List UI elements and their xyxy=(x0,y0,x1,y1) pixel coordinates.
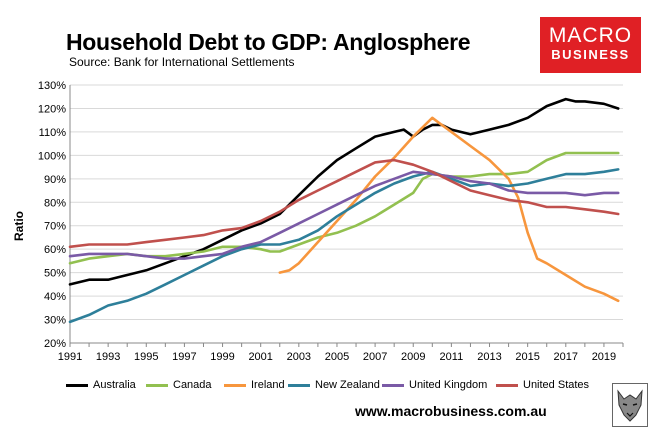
y-tick-label: 110% xyxy=(39,127,67,139)
series-line-ireland xyxy=(278,116,620,303)
series-line-united-kingdom xyxy=(68,170,620,260)
x-tick-label: 2013 xyxy=(477,351,501,363)
y-axis-ticks: 20% 30% 40% 50% 60% 70% 80% 90% 100% 110% 120% 130% xyxy=(38,80,66,350)
logo-line-2: BUSINESS xyxy=(551,47,630,62)
grid-lines xyxy=(69,84,623,344)
x-tick-label: 1999 xyxy=(210,351,234,363)
legend-item-united-kingdom: United Kingdom xyxy=(382,379,487,391)
legend: Australia Canada Ireland New Zealand United … xyxy=(66,379,626,395)
legend-swatch xyxy=(146,383,168,387)
x-tick-label: 2007 xyxy=(363,351,387,363)
legend-item-ireland: Ireland xyxy=(224,379,285,391)
chart-subtitle: Source: Bank for International Settlemen… xyxy=(69,55,295,69)
legend-label: New Zealand xyxy=(315,379,380,391)
legend-label: Canada xyxy=(173,379,212,391)
y-tick-label: 40% xyxy=(44,291,66,303)
x-tick-label: 2015 xyxy=(515,351,539,363)
y-tick-label: 90% xyxy=(44,174,66,186)
y-tick-label: 50% xyxy=(44,268,66,280)
y-tick-label: 120% xyxy=(38,103,66,115)
legend-label: Ireland xyxy=(251,379,285,391)
x-tick-label: 2005 xyxy=(325,351,349,363)
x-tick-label: 2001 xyxy=(248,351,272,363)
x-axis-ticks: 1991 1993 1995 1997 1999 2001 2003 2005 2007 2009… xyxy=(58,343,624,363)
legend-label: United States xyxy=(523,379,590,391)
legend-label: United Kingdom xyxy=(409,379,488,391)
x-tick-label: 2009 xyxy=(401,351,425,363)
y-tick-label: 130% xyxy=(38,80,66,92)
legend-item-australia: Australia xyxy=(66,379,136,391)
series-lines xyxy=(68,97,620,324)
website-url[interactable]: www.macrobusiness.com.au xyxy=(355,403,547,419)
x-tick-label: 2017 xyxy=(554,351,578,363)
x-tick-label: 1997 xyxy=(172,351,196,363)
y-tick-label: 20% xyxy=(44,338,66,350)
series-line-new-zealand xyxy=(68,168,620,324)
x-tick-label: 2019 xyxy=(592,351,616,363)
x-tick-label: 2011 xyxy=(440,351,464,363)
y-tick-label: 60% xyxy=(44,244,66,256)
wolf-logo-icon xyxy=(612,383,648,427)
macro-business-logo[interactable]: MACRO BUSINESS xyxy=(540,17,641,73)
x-tick-label: 1991 xyxy=(58,351,82,363)
series-line-united-states xyxy=(68,158,620,249)
logo-line-1: MACRO xyxy=(548,24,633,47)
y-tick-label: 80% xyxy=(44,197,66,209)
legend-item-united-states: United States xyxy=(496,379,589,391)
x-tick-label: 1995 xyxy=(134,351,158,363)
y-tick-label: 70% xyxy=(44,221,66,233)
legend-swatch xyxy=(496,383,518,387)
legend-label: Australia xyxy=(93,379,136,391)
legend-swatch xyxy=(224,383,246,387)
legend-item-canada: Canada xyxy=(146,379,212,391)
legend-swatch xyxy=(288,383,310,387)
legend-swatch xyxy=(382,383,404,387)
x-tick-label: 2003 xyxy=(287,351,311,363)
x-tick-label: 1993 xyxy=(96,351,120,363)
legend-item-new-zealand: New Zealand xyxy=(288,379,380,391)
y-axis-label: Ratio xyxy=(12,211,26,241)
y-tick-label: 100% xyxy=(38,150,66,162)
chart-title: Household Debt to GDP: Anglosphere xyxy=(66,29,471,55)
legend-swatch xyxy=(66,383,88,387)
series-line-canada xyxy=(68,151,620,265)
y-tick-label: 30% xyxy=(44,315,66,327)
